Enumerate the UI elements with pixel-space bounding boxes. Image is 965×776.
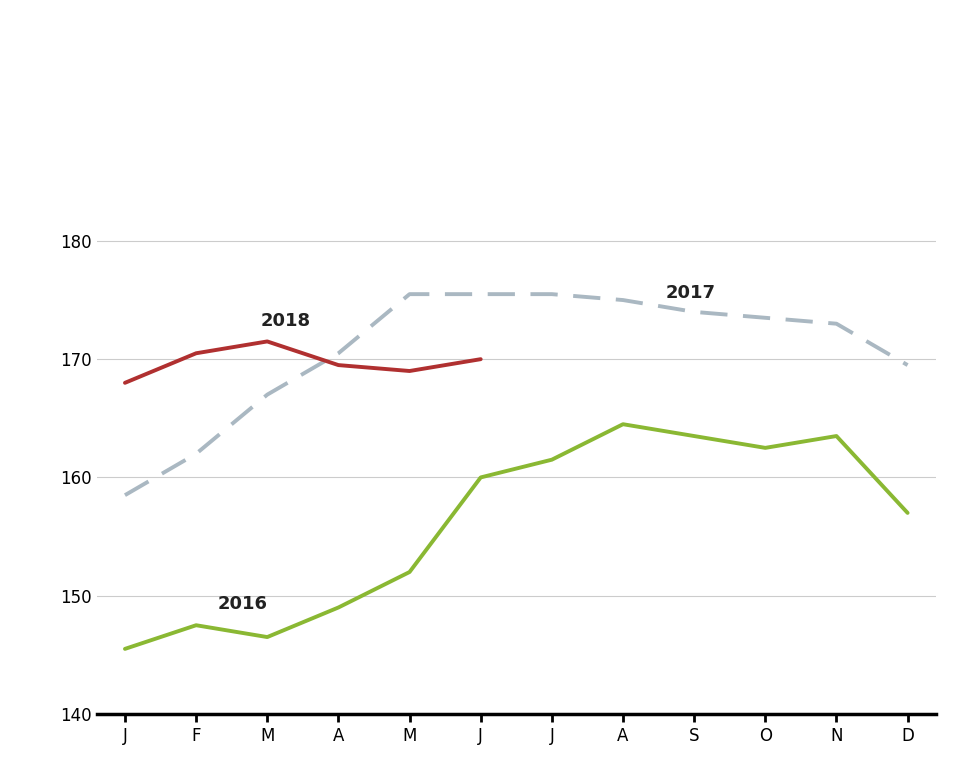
Polygon shape bbox=[849, 0, 965, 50]
Text: (2002-2004=100): (2002-2004=100) bbox=[39, 116, 324, 144]
Text: 2016: 2016 bbox=[217, 595, 267, 613]
Text: Figure 1. FAO monthly meat price index: Figure 1. FAO monthly meat price index bbox=[39, 50, 691, 78]
Text: 2017: 2017 bbox=[666, 285, 716, 303]
Text: 2018: 2018 bbox=[261, 312, 311, 330]
